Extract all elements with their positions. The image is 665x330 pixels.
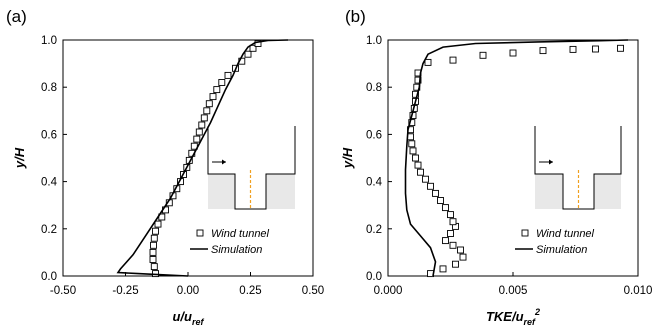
legend-marker-wind-tunnel (521, 229, 529, 237)
data-point-wind-tunnel (224, 71, 232, 79)
data-point-wind-tunnel (408, 140, 416, 148)
canyon-inset (207, 126, 296, 210)
data-point-wind-tunnel (569, 45, 577, 53)
data-point-wind-tunnel (149, 256, 157, 263)
legend-label-wind-tunnel: Wind tunnel (536, 228, 595, 240)
y-tick-label: 0.0 (41, 271, 57, 283)
y-tick-label: 0.0 (366, 271, 382, 283)
panel-a: (a) 0.0 0.2 0.4 0.6 0.8 1.0 -0.50 -0.25 0.00 0.25 0… (6, 7, 324, 327)
data-point-wind-tunnel (427, 182, 434, 190)
y-tick-label: 0.4 (41, 177, 58, 189)
data-point-wind-tunnel (193, 135, 201, 143)
y-tick-label: 1.0 (366, 35, 382, 47)
y-tick-label: 0.6 (41, 129, 57, 141)
data-point-wind-tunnel (457, 246, 464, 254)
data-point-wind-tunnel (424, 58, 432, 66)
data-point-wind-tunnel (244, 50, 252, 58)
x-tick-label: 0.25 (239, 285, 261, 297)
data-point-wind-tunnel (452, 260, 459, 268)
y-tick-label: 0.8 (41, 82, 57, 94)
data-point-wind-tunnel (539, 47, 547, 55)
data-point-wind-tunnel (509, 49, 517, 57)
data-point-wind-tunnel (205, 100, 213, 108)
data-point-wind-tunnel (437, 197, 444, 204)
data-point-wind-tunnel (439, 265, 447, 273)
data-point-wind-tunnel (200, 114, 208, 122)
y-axis-title: y/H (340, 147, 355, 169)
data-point-wind-tunnel (459, 253, 467, 261)
data-point-wind-tunnel (152, 227, 159, 235)
panel-b: (b) 0.0 0.2 0.4 0.6 0.8 1.0 0.000 0.005 0.010 y/H T… (340, 7, 652, 327)
y-tick-label: 0.2 (366, 224, 382, 236)
y-tick-label: 0.8 (366, 82, 382, 94)
y-tick-label: 0.6 (366, 129, 382, 141)
canyon-inset (534, 126, 622, 210)
y-axis-title: y/H (12, 147, 27, 169)
series-line-simulation (404, 39, 629, 277)
data-point-wind-tunnel (447, 230, 454, 237)
data-point-wind-tunnel (442, 204, 449, 212)
data-point-wind-tunnel (422, 175, 429, 183)
data-point-wind-tunnel (209, 93, 217, 101)
x-tick-label: -0.50 (50, 285, 76, 297)
data-point-wind-tunnel (412, 90, 419, 98)
data-point-wind-tunnel (417, 168, 424, 176)
data-point-wind-tunnel (432, 189, 439, 197)
x-tick-label: 0.005 (499, 285, 528, 297)
data-point-wind-tunnel (617, 44, 624, 52)
data-point-wind-tunnel (449, 241, 457, 249)
data-point-wind-tunnel (414, 161, 422, 169)
data-point-wind-tunnel (150, 234, 158, 242)
y-tick-label: 0.2 (41, 224, 57, 236)
data-point-wind-tunnel (150, 241, 157, 249)
data-point-wind-tunnel (150, 263, 158, 271)
data-point-wind-tunnel (447, 211, 454, 219)
legend-label-wind-tunnel: Wind tunnel (211, 228, 270, 240)
legend: Wind tunnel Simulation (515, 228, 595, 256)
legend-label-simulation: Simulation (211, 244, 262, 256)
data-point-wind-tunnel (149, 248, 157, 256)
x-axis-title: TKE/uref2 (486, 307, 540, 327)
x-axis-title: u/uref (172, 309, 204, 327)
y-tick-label: 1.0 (41, 35, 57, 47)
data-point-wind-tunnel (213, 86, 221, 94)
data-point-wind-tunnel (414, 76, 422, 84)
data-point-wind-tunnel (198, 121, 206, 129)
data-point-wind-tunnel (249, 44, 257, 52)
data-point-wind-tunnel (408, 119, 416, 127)
legend: Wind tunnel Simulation (190, 228, 270, 256)
y-tick-label: 0.4 (366, 177, 383, 189)
x-tick-label: 0.000 (374, 285, 403, 297)
data-point-wind-tunnel (218, 79, 226, 86)
data-point-wind-tunnel (479, 51, 487, 59)
x-tick-label: 0.00 (177, 285, 199, 297)
data-point-wind-tunnel (412, 154, 419, 162)
data-point-wind-tunnel (442, 237, 449, 245)
data-point-wind-tunnel (449, 218, 457, 226)
data-point-wind-tunnel (592, 45, 599, 53)
series-line-simulation (116, 39, 289, 277)
legend-label-simulation: Simulation (536, 244, 587, 256)
x-tick-label: 0.50 (302, 285, 324, 297)
data-point-wind-tunnel (409, 147, 417, 155)
data-point-wind-tunnel (154, 220, 162, 228)
panel-label: (a) (6, 7, 27, 26)
panel-label: (b) (345, 7, 366, 26)
x-tick-label: 0.010 (624, 285, 653, 297)
legend-marker-wind-tunnel (196, 229, 204, 237)
data-point-wind-tunnel (195, 128, 203, 136)
data-point-wind-tunnel (203, 107, 211, 115)
x-tick-label: -0.25 (112, 285, 138, 297)
data-point-wind-tunnel (449, 56, 457, 64)
